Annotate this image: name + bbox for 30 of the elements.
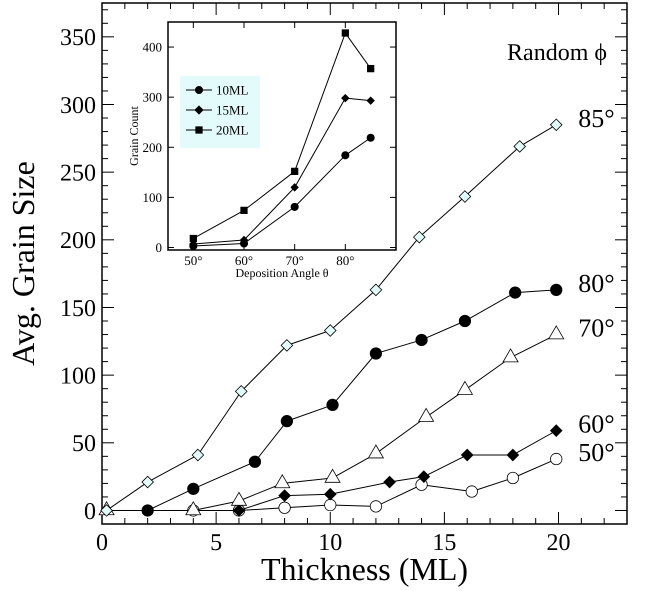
legend-label: 15ML <box>216 102 249 118</box>
x-axis-title: Deposition Angle θ <box>235 266 329 280</box>
y-axis-title: Avg. Grain Size <box>5 161 41 366</box>
legend-label: 50° <box>578 438 615 468</box>
x-tick-label: 60° <box>234 253 254 268</box>
legend-label: 70° <box>578 314 615 343</box>
y-axis-title: Grain Count <box>127 106 141 166</box>
y-tick-label: 250 <box>60 160 96 187</box>
y-tick-label: 200 <box>142 140 162 155</box>
y-tick-label: 300 <box>142 90 162 105</box>
legend-label: 20ML <box>216 122 249 138</box>
x-tick-label: 70° <box>286 253 304 268</box>
x-tick-label: 80° <box>336 253 354 268</box>
legend-label: 10ML <box>216 82 249 98</box>
y-tick-label: 150 <box>60 296 96 322</box>
y-tick-label: 300 <box>60 92 96 119</box>
y-tick-label: 100 <box>142 190 162 205</box>
x-tick-label: 5 <box>210 530 222 556</box>
annotation: Random ϕ <box>507 40 607 66</box>
y-tick-label: 200 <box>60 228 96 254</box>
x-tick-label: 20 <box>546 530 571 556</box>
y-tick-label: 50 <box>72 431 96 458</box>
y-tick-label: 0 <box>156 240 162 256</box>
x-tick-label: 50° <box>184 253 202 268</box>
legend-label: 60° <box>578 410 615 439</box>
y-tick-label: 400 <box>142 40 162 55</box>
legend-label: 85° <box>578 104 615 133</box>
y-tick-label: 0 <box>84 498 96 525</box>
y-tick-label: 100 <box>60 364 96 390</box>
y-tick-label: 350 <box>60 25 96 52</box>
